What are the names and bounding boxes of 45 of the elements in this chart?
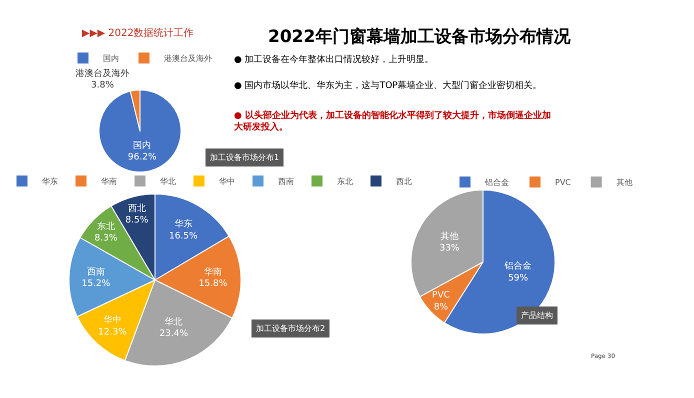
text: ● 加工设备在今年整体出口情况较好，上升明显。 (234, 54, 434, 65)
legend-label: 西北 (396, 177, 412, 186)
slice-label: 其他 (440, 230, 458, 242)
text: ● 以头部企业为代表，加工设备的智能化水平得到了较大提升，市场倒逼企业加大研发投入。 (234, 110, 551, 133)
slice-label: 华东 (174, 218, 192, 230)
slice-label: 国内 (133, 140, 152, 152)
legend-label: 国内 (103, 54, 119, 64)
slice-label: 铝合金 (484, 178, 509, 188)
slice-label: 华北 (164, 316, 183, 328)
slice-label: 华南 (204, 266, 222, 278)
data-label: 15.8% (198, 279, 228, 290)
legend-label: 华南 (101, 177, 117, 186)
data-label: 33% (439, 244, 460, 254)
text: 2022年门窗幕墙加工设备市场分布情况 (268, 27, 572, 47)
data-label: 8.3% (94, 233, 118, 244)
legend-label: 华东 (42, 177, 58, 186)
text: ● 国内市场以华北、华东为主，这与TOP幕墙企业、大型门窗企业密切相关。 (234, 80, 542, 91)
text: 加工设备市场分布2 (256, 324, 326, 333)
data-label: 59% (508, 273, 529, 284)
legend-label: 港澳台及海外 (164, 54, 212, 64)
data-label: 15.2% (82, 279, 111, 290)
legend-label: 西南 (278, 177, 294, 186)
slice-label: 东北 (96, 220, 115, 232)
category-label: PVC (555, 178, 571, 188)
text: ▶▶▶ 2022数据统计工作 (82, 27, 194, 39)
legend-label: 其他 (616, 178, 632, 188)
data-label: 8% (434, 302, 449, 312)
slice-label: 西南 (86, 266, 105, 278)
slice-label: 西北 (128, 203, 146, 214)
data-label: 3.8% (91, 80, 114, 90)
slice-label: 铝合金 (504, 260, 532, 272)
text: 加工设备市场分布1 (210, 153, 280, 162)
data-label: 8.5% (125, 216, 149, 226)
slice-label: 港澳台及海外 (75, 68, 130, 79)
data-label: 96.2% (128, 152, 157, 163)
text: 产品结构 (521, 311, 553, 320)
legend-label: 华中 (219, 177, 235, 186)
legend-label: 东北 (337, 177, 353, 186)
legend-label: 华北 (160, 177, 176, 186)
data-label: 23.4% (159, 329, 188, 340)
slice-label: 华中 (103, 314, 122, 326)
data-label: 16.5% (168, 231, 198, 242)
slice-label: PVC (432, 290, 450, 301)
data-label: 12.3% (98, 327, 128, 338)
pie-slice (98, 90, 182, 172)
